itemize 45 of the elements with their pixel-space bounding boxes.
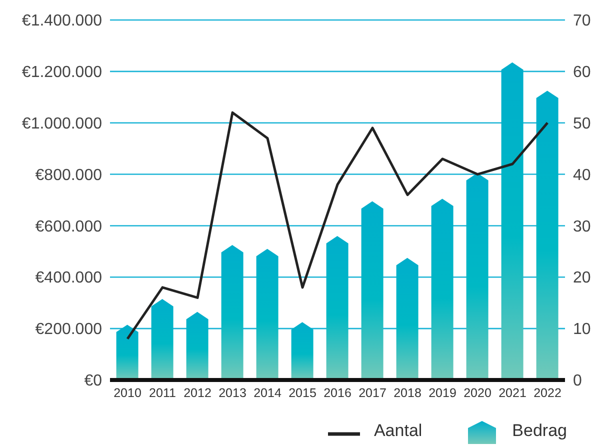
x-tick-label: 2016 bbox=[324, 386, 352, 400]
y-tick-label: €600.000 bbox=[35, 218, 102, 236]
bar bbox=[431, 198, 454, 380]
y2-tick-label: 20 bbox=[573, 270, 591, 287]
bar bbox=[466, 173, 488, 380]
bar bbox=[291, 322, 314, 380]
bar bbox=[151, 299, 174, 380]
y-tick-label: €800.000 bbox=[35, 166, 102, 184]
y2-tick-label: 0 bbox=[573, 372, 582, 390]
bar bbox=[256, 248, 278, 380]
y2-tick-label: 30 bbox=[573, 218, 591, 236]
y-tick-label: €400.000 bbox=[35, 270, 102, 287]
bar bbox=[501, 62, 524, 380]
y2-tick-label: 40 bbox=[573, 166, 591, 184]
y-tick-label: €1.400.000 bbox=[22, 12, 102, 30]
line-series bbox=[126, 111, 549, 340]
x-tick-label: 2013 bbox=[218, 386, 246, 400]
bar bbox=[396, 258, 418, 380]
bar bbox=[361, 201, 384, 380]
x-tick-label: 2020 bbox=[464, 386, 492, 400]
legend-label: Aantal bbox=[374, 421, 422, 441]
bar bbox=[116, 324, 138, 380]
x-tick-label: 2012 bbox=[184, 386, 212, 400]
x-tick-label: 2019 bbox=[428, 386, 456, 400]
x-tick-label: 2018 bbox=[394, 386, 422, 400]
x-tick-label: 2010 bbox=[114, 386, 142, 400]
x-tick-label: 2014 bbox=[254, 386, 282, 400]
x-tick-label: 2015 bbox=[288, 386, 316, 400]
bar bbox=[326, 236, 348, 380]
y-tick-label: €0 bbox=[84, 372, 102, 390]
y-tick-label: €200.000 bbox=[35, 321, 102, 338]
y-tick-label: €1.200.000 bbox=[22, 64, 102, 82]
bar bbox=[221, 245, 244, 380]
y-tick-label: €1.000.000 bbox=[22, 115, 102, 132]
y2-tick-label: 50 bbox=[573, 115, 591, 132]
y2-tick-label: 10 bbox=[573, 321, 591, 338]
bar bbox=[536, 90, 558, 380]
y2-tick-label: 60 bbox=[573, 64, 591, 82]
x-tick-label: 2022 bbox=[534, 386, 562, 400]
bar bbox=[186, 312, 208, 380]
x-tick-label: 2017 bbox=[358, 386, 386, 400]
legend-label: Bedrag bbox=[512, 421, 567, 441]
y2-tick-label: 70 bbox=[573, 12, 591, 30]
x-tick-label: 2011 bbox=[149, 386, 176, 400]
x-tick-label: 2021 bbox=[498, 386, 526, 400]
